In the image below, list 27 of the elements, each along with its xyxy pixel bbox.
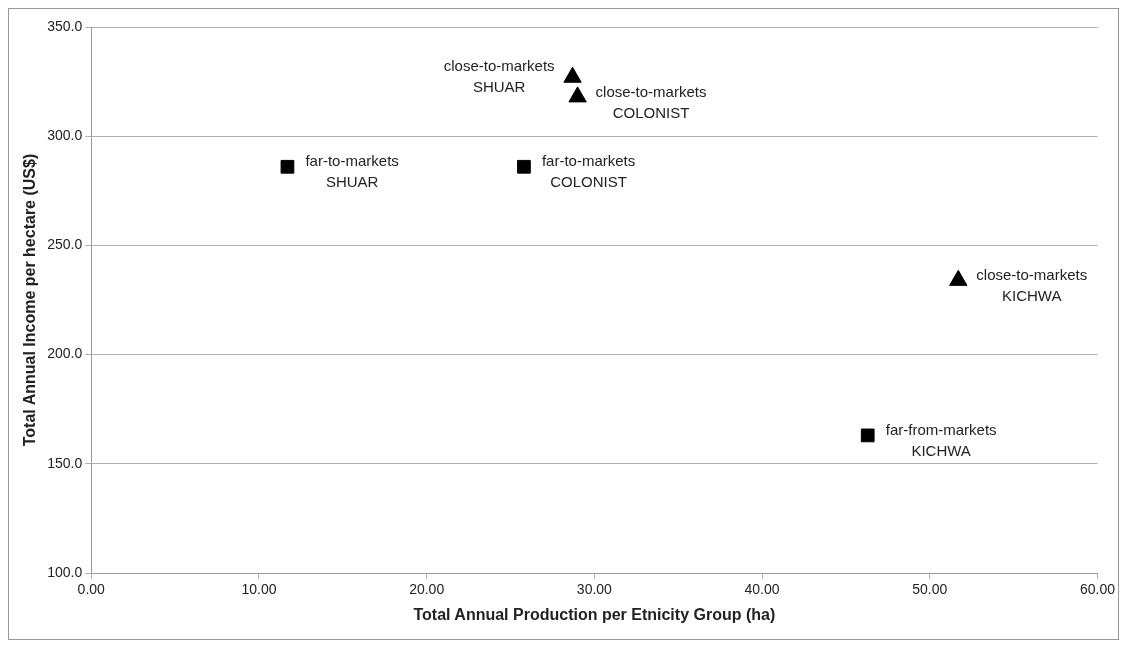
x-tick-label: 40.00: [744, 581, 780, 598]
point: [568, 86, 587, 103]
point: [280, 159, 295, 174]
point: [860, 428, 875, 443]
x-tick-label: 30.00: [576, 581, 613, 598]
point: [517, 159, 531, 174]
x-axis-title: Total Annual Production per Etnicity Group (ha): [413, 605, 776, 623]
y-tick-label: 150.0: [47, 454, 83, 471]
annotation: close-to-markets COLONIST: [595, 82, 707, 121]
y-tick-label: 250.0: [47, 236, 83, 253]
annotation: close-to-markets KICHWA: [976, 265, 1088, 304]
annotation: far-to-markets SHUAR: [305, 152, 399, 191]
x-tick-label: 20.00: [409, 581, 445, 598]
y-tick-label: 100.0: [47, 563, 83, 580]
annotation: far-to-markets COLONIST: [541, 152, 636, 191]
annotation: far-from-markets KICHWA: [885, 421, 997, 460]
annotation: close-to-markets SHUAR: [443, 56, 555, 95]
x-tick-label: 10.00: [241, 581, 277, 598]
x-tick-label: 50.00: [912, 581, 948, 598]
y-tick-label: 350.0: [47, 17, 83, 34]
point: [949, 269, 968, 286]
y-axis-title: Total Annual Income per hectare (US$): [21, 153, 39, 447]
x-tick-label: 60.00: [1079, 581, 1116, 598]
x-tick-label: 0.00: [77, 581, 106, 598]
point: [563, 66, 582, 83]
y-tick-label: 300.0: [47, 127, 83, 144]
y-tick-label: 200.0: [47, 345, 83, 362]
